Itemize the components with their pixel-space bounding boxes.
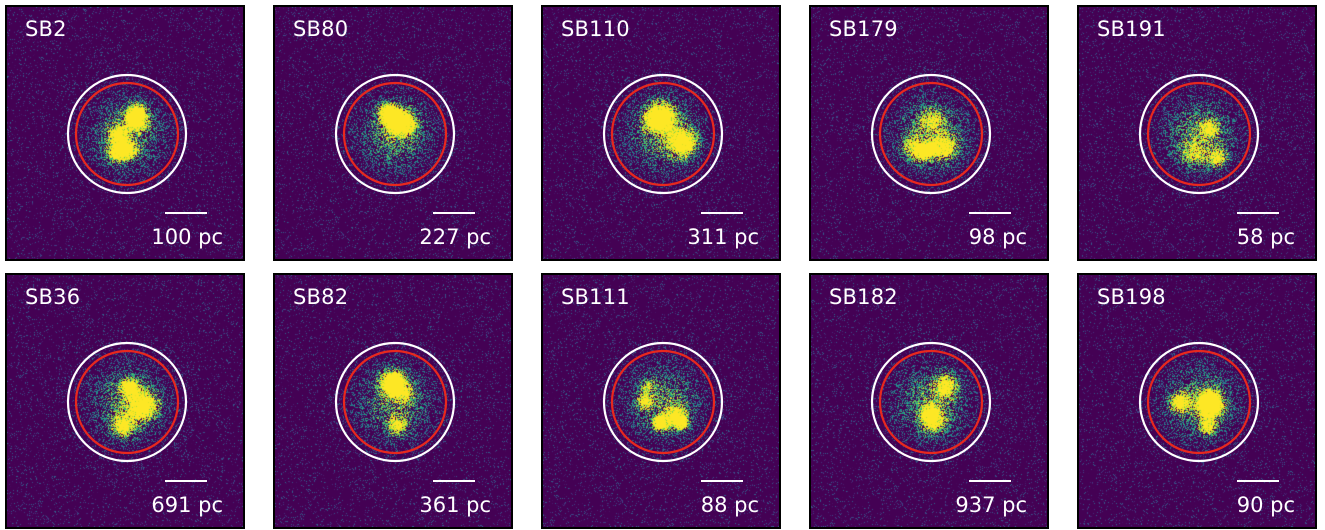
image-panel-sb182: SB182 937 pc bbox=[809, 273, 1049, 529]
panel-label: SB111 bbox=[561, 285, 630, 309]
image-panel-sb80: SB80 227 pc bbox=[273, 5, 513, 261]
scale-bar bbox=[433, 212, 475, 214]
panel-label: SB2 bbox=[25, 17, 67, 41]
galaxy-image bbox=[275, 275, 511, 527]
scale-bar bbox=[969, 480, 1011, 482]
galaxy-image bbox=[275, 7, 511, 259]
panel-label: SB36 bbox=[25, 285, 81, 309]
scale-bar bbox=[1237, 212, 1279, 214]
image-panel-sb36: SB36 691 pc bbox=[5, 273, 245, 529]
outer-aperture-circle bbox=[870, 341, 992, 463]
scale-bar bbox=[701, 480, 743, 482]
inner-aperture-circle bbox=[74, 81, 180, 187]
inner-aperture-circle bbox=[1146, 81, 1252, 187]
panel-label: SB110 bbox=[561, 17, 630, 41]
outer-aperture-circle bbox=[334, 341, 456, 463]
outer-aperture-circle bbox=[602, 341, 724, 463]
scale-label: 361 pc bbox=[419, 493, 491, 517]
aperture-overlay bbox=[602, 341, 724, 463]
image-panel-sb111: SB111 88 pc bbox=[541, 273, 781, 529]
scale-bar bbox=[969, 212, 1011, 214]
outer-aperture-circle bbox=[870, 73, 992, 195]
galaxy-image bbox=[811, 7, 1047, 259]
image-panel-sb82: SB82 361 pc bbox=[273, 273, 513, 529]
aperture-overlay bbox=[66, 73, 188, 195]
aperture-overlay bbox=[602, 73, 724, 195]
panel-label: SB198 bbox=[1097, 285, 1166, 309]
scale-label: 98 pc bbox=[968, 225, 1027, 249]
galaxy-image bbox=[1079, 275, 1315, 527]
inner-aperture-circle bbox=[878, 349, 984, 455]
scale-label: 937 pc bbox=[955, 493, 1027, 517]
aperture-overlay bbox=[870, 341, 992, 463]
outer-aperture-circle bbox=[66, 73, 188, 195]
scale-label: 100 pc bbox=[151, 225, 223, 249]
panel-label: SB182 bbox=[829, 285, 898, 309]
aperture-overlay bbox=[870, 73, 992, 195]
outer-aperture-circle bbox=[1138, 341, 1260, 463]
inner-aperture-circle bbox=[1146, 349, 1252, 455]
panel-label: SB82 bbox=[293, 285, 349, 309]
galaxy-image bbox=[7, 275, 243, 527]
inner-aperture-circle bbox=[610, 349, 716, 455]
scale-bar bbox=[1237, 480, 1279, 482]
inner-aperture-circle bbox=[74, 349, 180, 455]
outer-aperture-circle bbox=[66, 341, 188, 463]
image-panel-sb191: SB191 58 pc bbox=[1077, 5, 1317, 261]
aperture-overlay bbox=[66, 341, 188, 463]
galaxy-image bbox=[1079, 7, 1315, 259]
image-panel-sb179: SB179 98 pc bbox=[809, 5, 1049, 261]
panel-label: SB191 bbox=[1097, 17, 1166, 41]
inner-aperture-circle bbox=[878, 81, 984, 187]
inner-aperture-circle bbox=[342, 81, 448, 187]
outer-aperture-circle bbox=[334, 73, 456, 195]
scale-label: 311 pc bbox=[687, 225, 759, 249]
scale-label: 691 pc bbox=[151, 493, 223, 517]
aperture-overlay bbox=[1138, 73, 1260, 195]
scale-bar bbox=[701, 212, 743, 214]
aperture-overlay bbox=[334, 73, 456, 195]
scale-bar bbox=[165, 212, 207, 214]
galaxy-image bbox=[7, 7, 243, 259]
inner-aperture-circle bbox=[610, 81, 716, 187]
galaxy-image bbox=[543, 275, 779, 527]
scale-label: 88 pc bbox=[700, 493, 759, 517]
image-panel-sb198: SB198 90 pc bbox=[1077, 273, 1317, 529]
panel-label: SB179 bbox=[829, 17, 898, 41]
aperture-overlay bbox=[334, 341, 456, 463]
scale-bar bbox=[433, 480, 475, 482]
aperture-overlay bbox=[1138, 341, 1260, 463]
galaxy-image bbox=[543, 7, 779, 259]
scale-label: 90 pc bbox=[1236, 493, 1295, 517]
image-panel-sb110: SB110 311 pc bbox=[541, 5, 781, 261]
outer-aperture-circle bbox=[602, 73, 724, 195]
image-panel-sb2: SB2 100 pc bbox=[5, 5, 245, 261]
panel-label: SB80 bbox=[293, 17, 349, 41]
outer-aperture-circle bbox=[1138, 73, 1260, 195]
galaxy-image bbox=[811, 275, 1047, 527]
scale-bar bbox=[165, 480, 207, 482]
scale-label: 227 pc bbox=[419, 225, 491, 249]
scale-label: 58 pc bbox=[1236, 225, 1295, 249]
inner-aperture-circle bbox=[342, 349, 448, 455]
